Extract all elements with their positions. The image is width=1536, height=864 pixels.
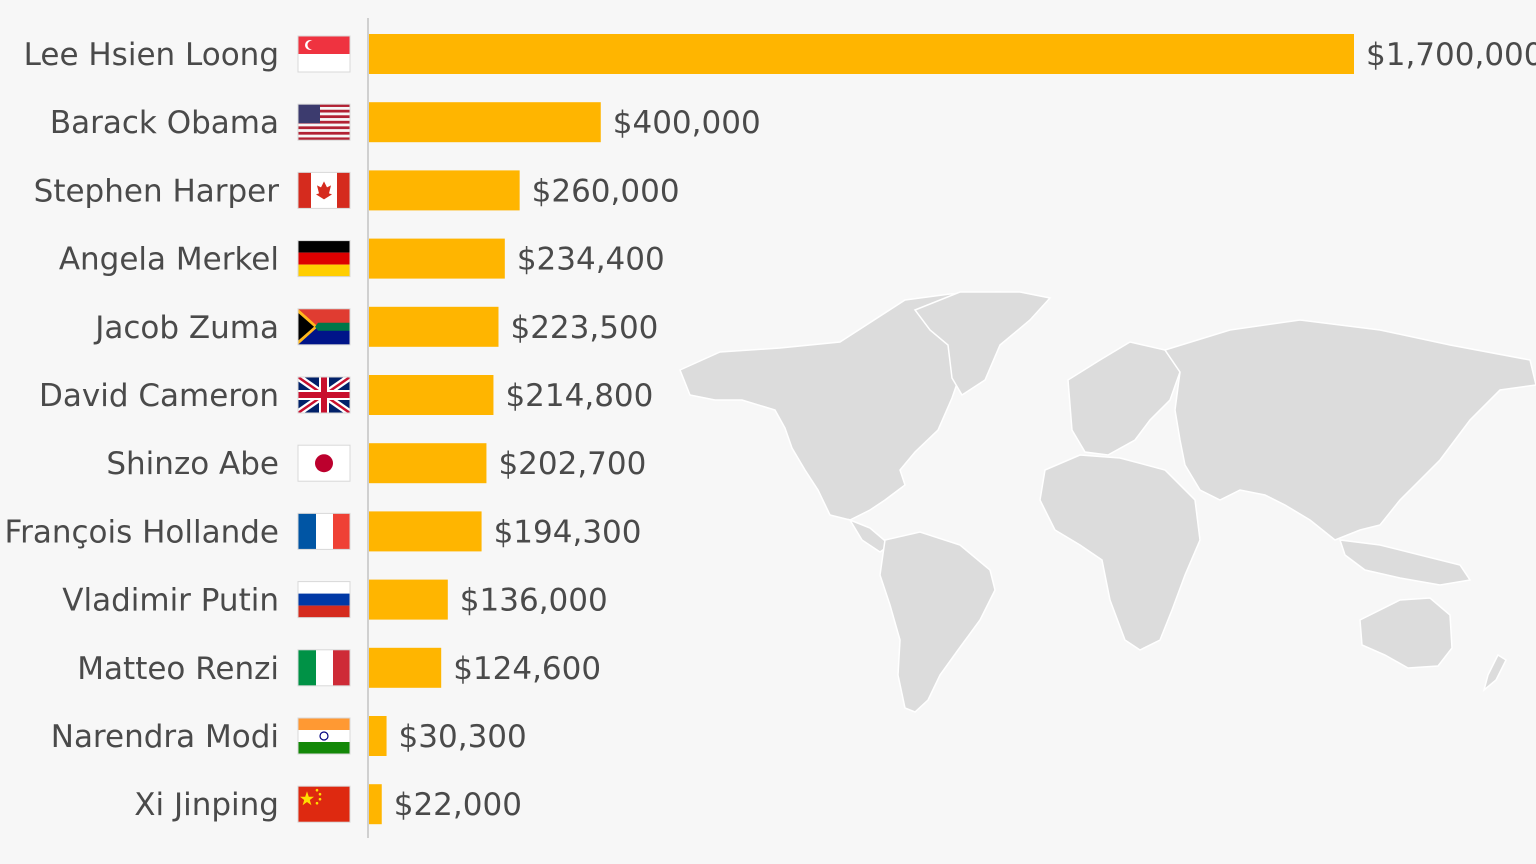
bar — [369, 375, 494, 415]
category-label: Angela Merkel — [59, 242, 279, 278]
china-flag-icon — [298, 786, 350, 823]
bars — [369, 34, 1354, 825]
value-labels: $1,700,000 $400,000 $260,000 $234,400 $223,5… — [394, 37, 1536, 823]
value-label: $194,300 — [494, 514, 642, 550]
flag-border — [297, 35, 351, 73]
bar — [369, 784, 382, 825]
category-label: Xi Jinping — [134, 787, 279, 823]
italy-flag-icon — [298, 649, 350, 686]
asia-shape — [1163, 319, 1536, 541]
category-label: Stephen Harper — [34, 173, 280, 209]
bar — [369, 306, 499, 347]
value-label: $260,000 — [532, 173, 680, 209]
value-label: $30,300 — [399, 719, 527, 755]
flag-border — [297, 171, 351, 209]
japan-flag-icon — [298, 445, 350, 482]
category-label: François Hollande — [5, 514, 280, 550]
value-label: $136,000 — [460, 583, 608, 619]
bar — [369, 716, 387, 756]
flag-border — [297, 103, 351, 141]
flag-border — [297, 581, 351, 619]
value-label: $202,700 — [498, 446, 646, 482]
category-label: Barack Obama — [50, 105, 279, 141]
value-label: $223,500 — [510, 310, 658, 346]
flag-border — [297, 240, 351, 278]
india-flag-icon — [298, 718, 350, 754]
north-america-shape — [679, 291, 1022, 521]
uk-flag-icon — [298, 377, 350, 413]
flag-border — [297, 376, 351, 414]
germany-flag-icon — [298, 240, 350, 277]
south-africa-flag-icon — [298, 308, 350, 345]
category-label: Lee Hsien Loong — [24, 37, 279, 73]
flag-border — [297, 512, 351, 550]
flag-border — [297, 785, 351, 823]
usa-flag-icon — [298, 104, 350, 141]
category-label: Jacob Zuma — [93, 310, 279, 346]
bar — [369, 647, 442, 688]
value-label: $124,600 — [453, 651, 601, 687]
greenland-shape — [913, 291, 1052, 397]
france-flag-icon — [298, 513, 350, 550]
bar — [369, 238, 505, 279]
canada-flag-icon — [298, 172, 350, 209]
bar — [369, 34, 1354, 74]
value-label: $214,800 — [505, 378, 653, 414]
bar — [369, 170, 520, 211]
bar — [369, 102, 601, 143]
flag-icons — [297, 35, 351, 823]
new-zealand-shape — [1482, 653, 1507, 693]
category-labels: Lee Hsien Loong Barack Obama Stephen Harpe… — [5, 37, 280, 823]
africa-shape — [1039, 454, 1201, 651]
singapore-flag-icon — [298, 36, 350, 72]
south-america-shape — [879, 531, 996, 713]
category-label: Vladimir Putin — [62, 583, 279, 619]
value-label: $22,000 — [394, 787, 522, 823]
flag-border — [297, 717, 351, 755]
category-label: Narendra Modi — [51, 719, 279, 755]
value-label: $234,400 — [517, 242, 665, 278]
category-label: Matteo Renzi — [77, 651, 279, 687]
bar — [369, 579, 448, 620]
russia-flag-icon — [298, 581, 350, 618]
flag-border — [297, 649, 351, 687]
flag-border — [297, 444, 351, 482]
southeast-asia-shape — [1338, 539, 1472, 586]
category-label: David Cameron — [39, 378, 279, 414]
australia-shape — [1359, 597, 1453, 669]
world-map-background — [679, 291, 1536, 713]
value-label: $400,000 — [613, 105, 761, 141]
flag-border — [297, 308, 351, 346]
value-label: $1,700,000 — [1366, 37, 1536, 73]
bar — [369, 511, 482, 552]
category-label: Shinzo Abe — [106, 446, 279, 482]
europe-shape — [1067, 341, 1181, 456]
bar — [369, 443, 487, 484]
